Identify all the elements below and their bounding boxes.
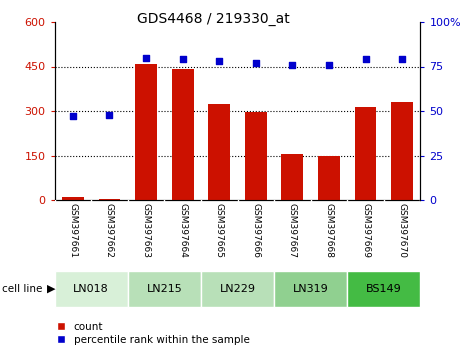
Point	[398, 57, 406, 62]
Text: GSM397669: GSM397669	[361, 203, 370, 258]
Point	[252, 60, 259, 66]
Point	[142, 55, 150, 61]
Text: ▶: ▶	[47, 284, 55, 294]
Text: GSM397665: GSM397665	[215, 203, 224, 258]
Point	[289, 62, 296, 68]
FancyBboxPatch shape	[274, 271, 347, 307]
Bar	[62, 197, 84, 200]
Text: LN229: LN229	[219, 284, 256, 294]
Point	[105, 112, 113, 118]
Bar	[354, 107, 377, 200]
FancyBboxPatch shape	[55, 271, 128, 307]
Bar	[135, 63, 157, 200]
FancyBboxPatch shape	[128, 271, 201, 307]
Point	[216, 58, 223, 64]
Bar	[245, 113, 267, 200]
Text: BS149: BS149	[366, 284, 402, 294]
Bar	[318, 156, 340, 200]
FancyBboxPatch shape	[201, 271, 274, 307]
Text: GSM397668: GSM397668	[324, 203, 333, 258]
Text: GSM397670: GSM397670	[398, 203, 407, 258]
Bar	[391, 102, 413, 200]
Bar	[208, 104, 230, 200]
Point	[362, 57, 370, 62]
Text: GSM397663: GSM397663	[142, 203, 151, 258]
Text: cell line: cell line	[2, 284, 43, 294]
Text: GSM397666: GSM397666	[251, 203, 260, 258]
Legend: count, percentile rank within the sample: count, percentile rank within the sample	[53, 317, 254, 349]
Point	[325, 62, 332, 68]
Point	[69, 114, 77, 119]
Bar	[171, 69, 194, 200]
Text: GSM397662: GSM397662	[105, 203, 114, 258]
Bar	[98, 199, 121, 200]
Text: GSM397664: GSM397664	[178, 203, 187, 258]
FancyBboxPatch shape	[347, 271, 420, 307]
Point	[179, 57, 186, 62]
Text: GSM397661: GSM397661	[68, 203, 77, 258]
Text: GSM397667: GSM397667	[288, 203, 297, 258]
Bar	[281, 154, 304, 200]
Text: LN018: LN018	[73, 284, 109, 294]
Text: LN319: LN319	[293, 284, 329, 294]
Text: GDS4468 / 219330_at: GDS4468 / 219330_at	[137, 12, 290, 27]
Text: LN215: LN215	[146, 284, 182, 294]
